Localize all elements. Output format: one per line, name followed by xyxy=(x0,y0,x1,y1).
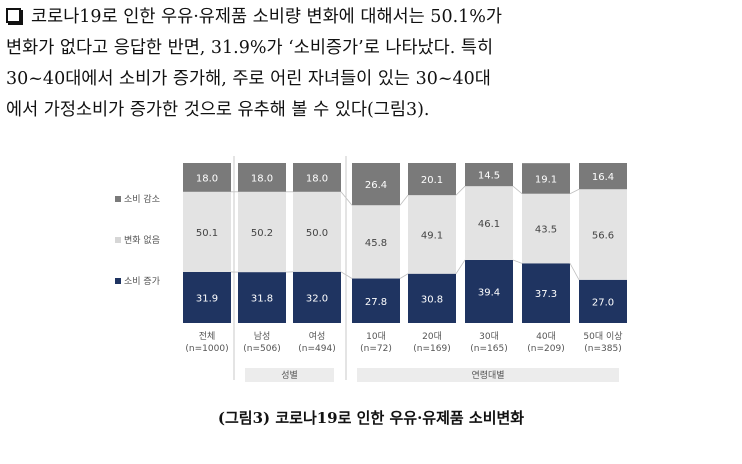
bar-segment-3-5 xyxy=(408,163,456,196)
bar-segment-1-2 xyxy=(238,272,286,323)
bar-segment-1-6 xyxy=(465,259,513,323)
value-label-2-3: 50.0 xyxy=(306,228,328,239)
paragraph-line-1: 코로나19로 인한 우유·유제품 소비량 변화에 대해서는 50.1%가 xyxy=(6,2,738,33)
connector-line-2-4 xyxy=(399,194,409,206)
value-label-2-2: 50.2 xyxy=(251,228,273,239)
value-label-3-6: 14.5 xyxy=(478,171,500,182)
value-label-1-3: 32.0 xyxy=(306,293,328,304)
category-label-6: 30대 xyxy=(479,331,499,342)
bar-segment-3-8 xyxy=(579,163,627,190)
legend-label-1: 소비 감소 xyxy=(124,193,160,205)
value-label-1-8: 27.0 xyxy=(592,297,614,308)
connector-line-1-5 xyxy=(455,259,466,274)
bar-segment-2-3 xyxy=(293,191,341,272)
bar-segment-1-3 xyxy=(293,271,341,323)
bar-segment-1-8 xyxy=(579,279,627,323)
category-label-7: 40대 xyxy=(536,331,556,342)
bar-segment-3-2 xyxy=(238,163,286,192)
paragraph-line-3: 30~40대에서 소비가 증가해, 주로 어린 자녀들이 있는 30~40대 xyxy=(6,69,491,89)
value-label-1-2: 31.8 xyxy=(251,294,273,305)
bar-segment-2-5 xyxy=(408,195,456,274)
category-sublabel-5: (n=169) xyxy=(413,344,450,354)
connector-line-1-7 xyxy=(569,263,580,280)
category-sublabel-6: (n=165) xyxy=(470,344,507,354)
category-label-1: 전체 xyxy=(199,331,216,342)
bar-segment-1-5 xyxy=(408,273,456,323)
value-label-2-1: 50.1 xyxy=(196,228,218,239)
value-label-3-5: 20.1 xyxy=(421,175,443,186)
bar-segment-3-3 xyxy=(293,163,341,192)
category-label-3: 여성 xyxy=(309,330,326,342)
bar-segment-3-1 xyxy=(183,163,231,192)
category-label-4: 10대 xyxy=(366,331,386,342)
bar-segment-2-2 xyxy=(238,191,286,273)
bar-segment-3-4 xyxy=(352,163,400,206)
category-sublabel-2: (n=506) xyxy=(243,344,280,354)
bar-segment-1-7 xyxy=(522,263,570,323)
category-sublabel-4: (n=72) xyxy=(360,344,392,354)
value-label-3-1: 18.0 xyxy=(196,173,218,184)
value-label-1-5: 30.8 xyxy=(421,294,443,305)
group-label-1: 성별 xyxy=(281,370,298,381)
body-paragraph: 코로나19로 인한 우유·유제품 소비량 변화에 대해서는 50.1%가 변화가… xyxy=(6,2,738,126)
connector-line-2-5 xyxy=(455,185,466,196)
legend-label-2: 변화 없음 xyxy=(124,235,160,246)
legend-swatch-2 xyxy=(115,237,121,243)
paragraph-line-2: 변화가 없다고 응답한 반면, 31.9%가 ‘소비증가’로 나타났다. 특히 xyxy=(6,38,494,58)
value-label-2-5: 49.1 xyxy=(421,230,443,241)
bar-segment-2-7 xyxy=(522,193,570,264)
value-label-1-7: 37.3 xyxy=(535,289,557,300)
bar-segment-2-4 xyxy=(352,205,400,279)
connector-line-1-6 xyxy=(512,259,523,264)
legend-label-3: 소비 증가 xyxy=(124,276,160,287)
value-label-1-1: 31.9 xyxy=(196,293,218,304)
bar-segment-2-6 xyxy=(465,186,513,260)
bar-segment-1-4 xyxy=(352,278,400,323)
bar-segment-2-1 xyxy=(183,191,231,272)
stacked-bar-chart: 31.9 50.1 18.0 31.8 50.2 18.0 32.0 50.0 18.0 27.8… xyxy=(115,156,627,382)
bar-segment-2-8 xyxy=(579,189,627,280)
bar-segment-1-1 xyxy=(183,271,231,323)
bar-segment-3-7 xyxy=(522,163,570,194)
bar-segment-3-6 xyxy=(465,163,513,187)
checkbox-bullet-icon xyxy=(6,8,21,23)
legend-swatch-3 xyxy=(115,278,121,284)
connector-line-2-6 xyxy=(512,185,523,195)
figure-caption: (그림3) 코로나19로 인한 우유·유제품 소비변화 xyxy=(217,409,525,427)
category-sublabel-3: (n=494) xyxy=(298,344,335,354)
value-label-1-4: 27.8 xyxy=(365,297,387,308)
value-label-2-4: 45.8 xyxy=(365,238,387,249)
group-band-2 xyxy=(357,368,619,382)
value-label-3-4: 26.4 xyxy=(365,180,387,191)
legend-swatch-1 xyxy=(115,196,121,202)
category-sublabel-1: (n=1000) xyxy=(185,344,228,354)
value-label-2-8: 56.6 xyxy=(592,231,614,242)
value-label-3-2: 18.0 xyxy=(251,173,273,184)
group-band-1 xyxy=(245,368,334,382)
paragraph-line-1-text: 코로나19로 인한 우유·유제품 소비량 변화에 대해서는 50.1%가 xyxy=(31,7,502,27)
paragraph-line-4: 에서 가정소비가 증가한 것으로 유추해 볼 수 있다(그림3). xyxy=(6,100,430,120)
category-label-5: 20대 xyxy=(422,331,442,342)
category-label-8: 50대 이상 xyxy=(583,331,622,342)
value-label-3-3: 18.0 xyxy=(306,173,328,184)
category-sublabel-7: (n=209) xyxy=(527,344,564,354)
value-label-3-8: 16.4 xyxy=(592,172,614,183)
connector-line-2-7 xyxy=(569,188,580,195)
category-sublabel-8: (n=385) xyxy=(584,344,621,354)
connector-line-1-4 xyxy=(399,273,409,279)
value-label-2-6: 46.1 xyxy=(478,219,500,230)
value-label-2-7: 43.5 xyxy=(535,225,557,236)
value-label-1-6: 39.4 xyxy=(478,287,500,298)
category-label-2: 남성 xyxy=(254,331,271,342)
group-label-2: 연령대별 xyxy=(471,369,504,381)
value-label-3-7: 19.1 xyxy=(535,174,557,185)
